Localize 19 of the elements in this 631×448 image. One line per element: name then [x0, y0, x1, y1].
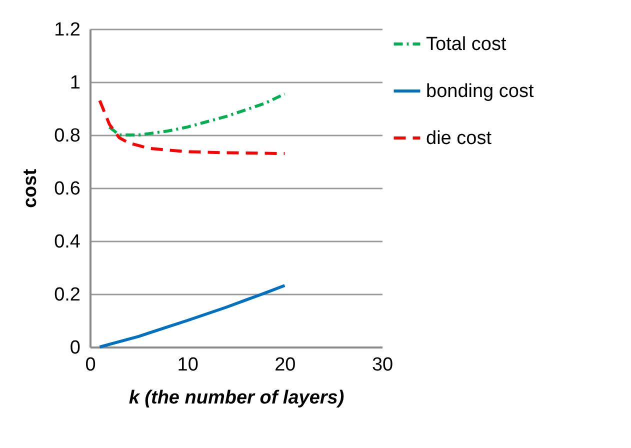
line-series: [98, 99, 286, 156]
y-tick-label: 1.2: [54, 20, 80, 40]
y-tick-label: 0: [70, 338, 80, 358]
line-series: [98, 284, 286, 348]
x-tick-label: 20: [274, 354, 296, 376]
y-tick-label: 0.4: [54, 232, 81, 252]
x-tick-label: 10: [177, 354, 198, 376]
legend-label: die cost: [426, 128, 492, 149]
y-tick-label: 1: [70, 72, 80, 94]
x-axis-title: k (the number of layers): [128, 388, 344, 408]
y-tick-label: 0.6: [54, 178, 80, 200]
legend-label: Total cost: [426, 34, 507, 55]
x-tick-label: 0: [85, 354, 96, 376]
y-tick-label: 0.8: [54, 126, 80, 146]
line-series: [108, 92, 286, 136]
y-axis-title: cost: [20, 168, 42, 208]
legend-label: bonding cost: [426, 81, 534, 102]
y-tick-label: 0.2: [54, 284, 80, 306]
x-tick-label: 30: [372, 354, 394, 376]
